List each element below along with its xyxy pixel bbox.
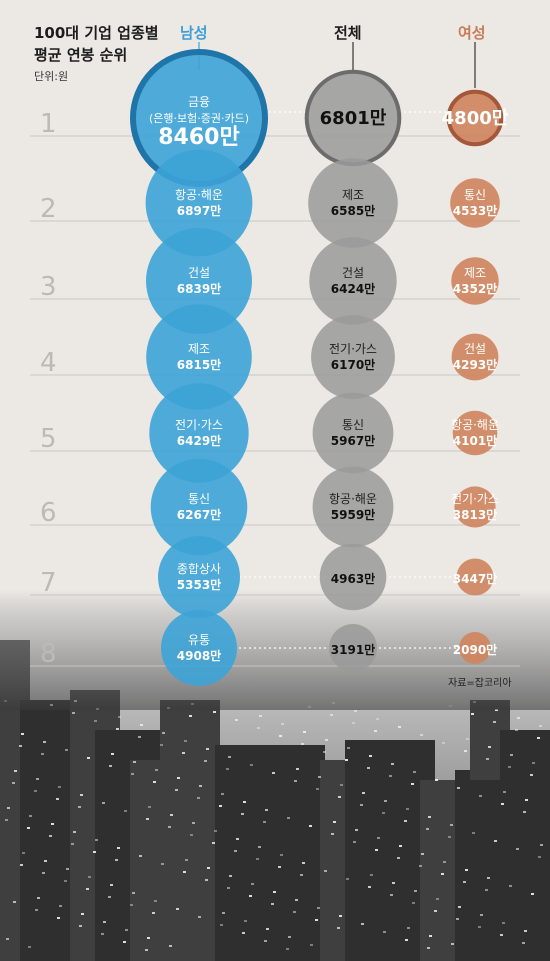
value-label: 6585만 [331, 203, 375, 218]
sector-label: 항공·해운 [175, 188, 223, 202]
value-label: 5353만 [177, 577, 221, 592]
bubble-total [311, 315, 395, 399]
sector-label: 유통 [188, 633, 210, 647]
sector-label: 제조 [342, 188, 364, 202]
value-label: 6429만 [177, 433, 221, 448]
bubble-female [451, 333, 499, 381]
bubble-male [146, 228, 252, 334]
value-label: 4293만 [453, 357, 497, 372]
bubble-female [454, 486, 496, 528]
value-label: 6267만 [177, 507, 221, 522]
sector-label: 건설 [464, 342, 486, 356]
value-label: 3191만 [331, 642, 375, 657]
value-label: 8460만 [158, 125, 239, 150]
building [215, 745, 325, 961]
rank-number: 8 [40, 639, 57, 669]
bubble-female [446, 89, 504, 147]
value-label: 4963만 [331, 571, 375, 586]
bubble-female [456, 558, 494, 596]
column-header-total: 전체 [334, 24, 362, 42]
rank-number: 1 [40, 109, 57, 139]
sector-label: 항공·해운 [329, 492, 377, 506]
value-label: 5967만 [331, 433, 375, 448]
sector-label: 제조 [464, 266, 486, 280]
column-header-female: 여성 [458, 24, 486, 42]
sector-label: 건설 [342, 266, 364, 280]
value-label: 4800만 [442, 108, 509, 129]
bubble-male [150, 458, 248, 556]
bubble-female [451, 257, 499, 305]
bubble-total [309, 237, 397, 325]
sector-label: 전기·가스 [329, 342, 377, 356]
building [500, 730, 550, 820]
bubble-total [312, 466, 394, 548]
value-label: 6170만 [331, 357, 375, 372]
source-note: 자료=잡코리아 [448, 678, 512, 689]
sector-label: 제조 [188, 342, 210, 356]
bubble-total [312, 392, 394, 474]
bubble-female [450, 178, 500, 228]
value-label: 3447만 [453, 571, 497, 586]
bubble-female [452, 410, 498, 456]
value-label: 4101만 [453, 433, 497, 448]
sector-label: 종합상사 [177, 562, 221, 576]
bubbles: 금융(은행·보험·증권·카드)8460만항공·해운6897만건설6839만제조6… [130, 49, 509, 686]
value-label: 6424만 [331, 281, 375, 296]
bubble-total [308, 158, 398, 248]
rank-number: 7 [40, 568, 57, 598]
bubble-total [319, 543, 387, 611]
value-label: 5959만 [331, 507, 375, 522]
sector-label: 항공·해운 [451, 418, 499, 432]
rank-lines: 1 2 3 4 5 6 7 8 [30, 42, 520, 669]
bubble-male [161, 610, 237, 686]
value-label: 6897만 [177, 203, 221, 218]
rank-number: 5 [40, 424, 57, 454]
bubble-male [158, 536, 240, 618]
sector-label: 금융 [188, 95, 210, 109]
value-label: 2090만 [453, 642, 497, 657]
sector-label: 건설 [188, 266, 210, 280]
rank-number: 4 [40, 348, 57, 378]
bubble-male [146, 304, 252, 410]
rank-number: 2 [40, 194, 57, 224]
sector-label: 전기·가스 [451, 492, 499, 506]
bubble-female [459, 632, 491, 664]
column-header-male: 남성 [180, 24, 208, 42]
value-label: 3813만 [453, 507, 497, 522]
title-line-2: 평균 연봉 순위 [34, 46, 128, 64]
sector-label: 통신 [464, 188, 486, 202]
rank-number: 3 [40, 272, 57, 302]
value-label: 4908만 [177, 648, 221, 663]
city-night-background [0, 590, 550, 961]
sector-sublabel: (은행·보험·증권·카드) [149, 112, 249, 125]
bubble-total [329, 624, 377, 672]
value-label: 4533만 [453, 203, 497, 218]
rank-number: 6 [40, 498, 57, 528]
sector-label: 전기·가스 [175, 418, 223, 432]
chart-title: 100대 기업 업종별 평균 연봉 순위 [34, 22, 159, 66]
unit-label: 단위:원 [34, 70, 69, 83]
value-label: 6839만 [177, 281, 221, 296]
sector-label: 통신 [342, 418, 364, 432]
building [130, 760, 170, 961]
value-label: 6815만 [177, 357, 221, 372]
value-label: 4352만 [453, 281, 497, 296]
value-label: 6801만 [320, 108, 387, 129]
sector-label: 통신 [188, 492, 210, 506]
title-line-1: 100대 기업 업종별 [34, 24, 159, 42]
bubble-male [149, 383, 249, 483]
bubble-male [145, 149, 253, 257]
